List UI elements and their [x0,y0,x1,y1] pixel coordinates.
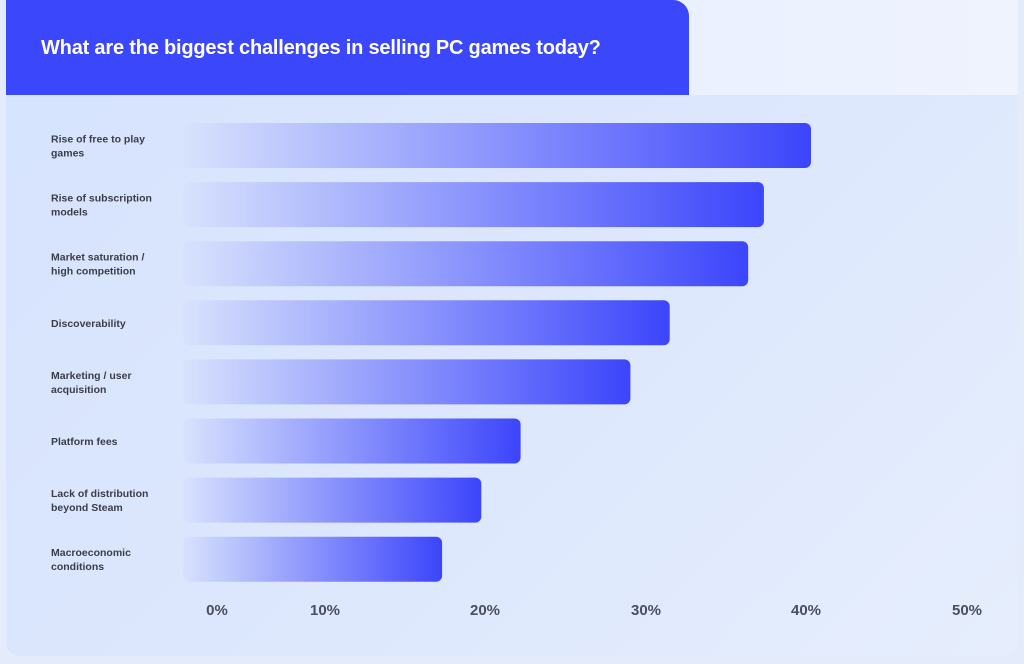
x-tick-1: 10% [310,602,340,619]
bars-group [183,123,811,582]
category-labels: Rise of free to play games Rise of subscri… [51,134,152,574]
category-label-1: Rise of subscription models [51,193,152,219]
category-label-4: Marketing / user acquisition [51,370,132,396]
bar-5 [183,418,521,464]
title-banner: What are the biggest challenges in selli… [6,0,689,95]
chart-card: What are the biggest challenges in selli… [6,0,1018,656]
bar-7 [183,536,443,582]
category-label-6: Lack of distribution beyond Steam [51,488,148,514]
x-tick-3: 30% [631,602,661,619]
category-label-3: Discoverability [51,318,126,330]
x-tick-5: 50% [952,602,982,619]
bar-3 [183,300,670,346]
category-label-0: Rise of free to play games [51,134,145,160]
category-label-7: Macroeconomic conditions [51,547,131,573]
category-label-5: Platform fees [51,436,118,448]
x-tick-4: 40% [791,602,821,619]
bar-6 [183,477,482,523]
chart-title: What are the biggest challenges in selli… [41,37,601,59]
category-label-2: Market saturation / high competition [51,252,144,278]
bar-0 [183,123,811,168]
x-tick-2: 20% [470,602,500,619]
bar-2 [183,241,749,287]
bar-1 [183,182,764,228]
x-axis-ticks: 0% 10% 20% 30% 40% 50% [206,602,982,619]
x-tick-0: 0% [206,602,228,619]
bar-4 [183,359,631,405]
